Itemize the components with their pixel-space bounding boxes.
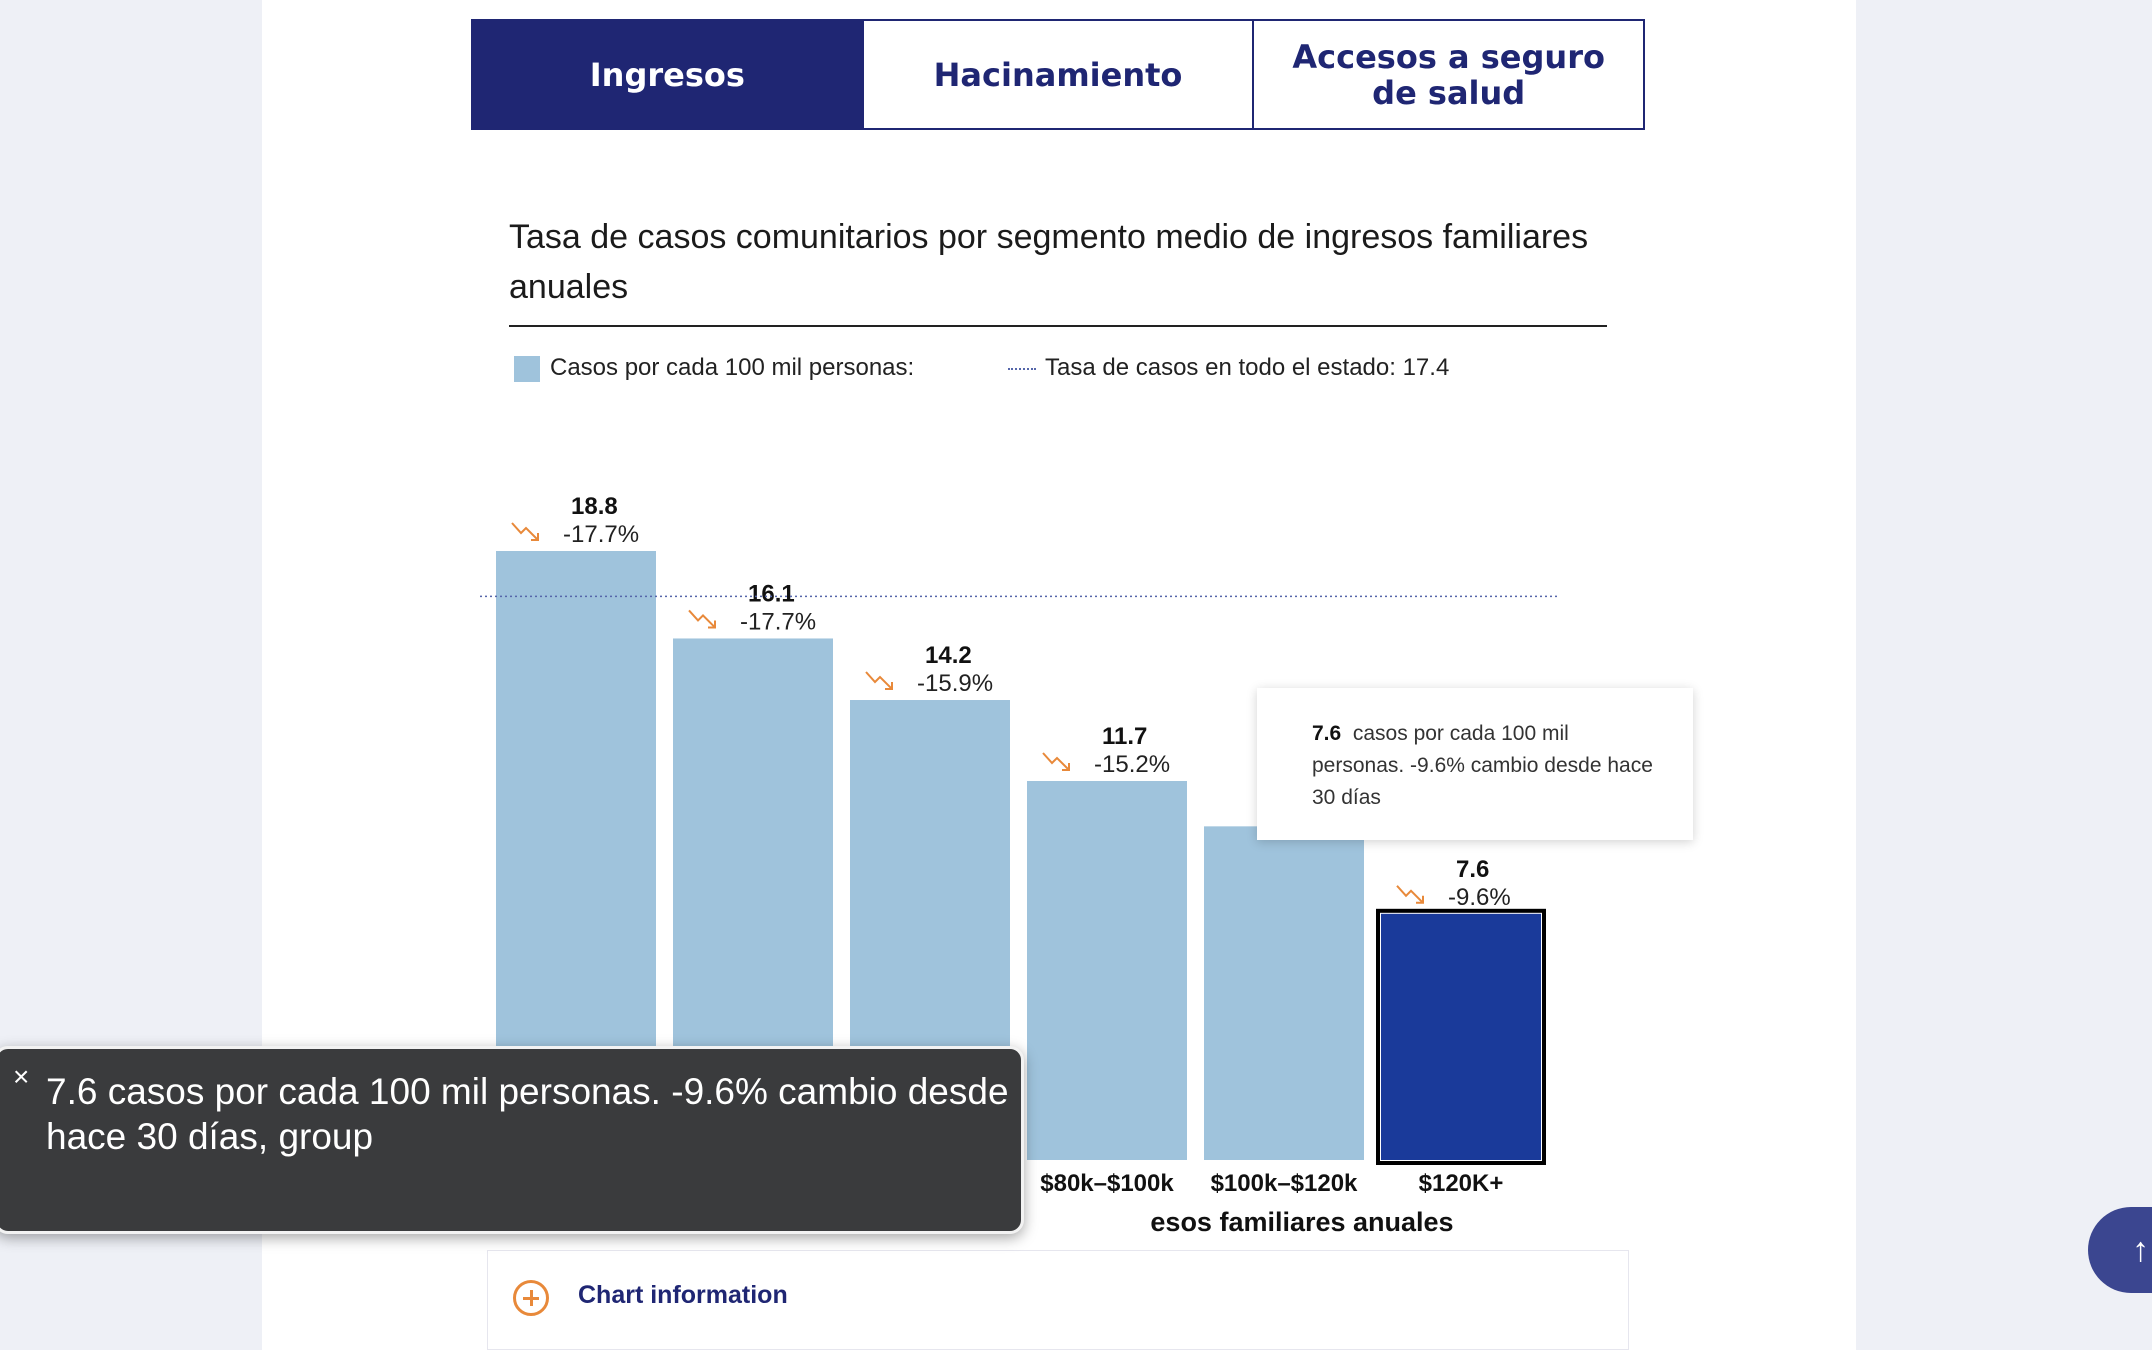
trend-down-icon-3	[1042, 752, 1070, 771]
legend-line-label: Tasa de casos en todo el estado: 17.4	[1045, 354, 1450, 381]
chart-tooltip: 7.6 casos por cada 100 mil personas. -9.…	[1257, 688, 1693, 840]
tab-ingresos[interactable]: Ingresos	[471, 19, 864, 130]
close-icon[interactable]: ×	[13, 1061, 30, 1092]
announcement-text: 7.6 casos por cada 100 mil personas. -9.…	[46, 1071, 1009, 1157]
bar-value-label-2: 14.2	[925, 642, 972, 669]
x-axis-title: esos familiares anuales	[1150, 1207, 1453, 1237]
bar-5[interactable]	[1381, 913, 1541, 1160]
trend-down-icon-1	[688, 609, 716, 629]
bar-3[interactable]	[1027, 780, 1187, 1160]
accessibility-announcement: × 7.6 casos por cada 100 mil personas. -…	[0, 1046, 1024, 1234]
arrow-up-icon: ↑	[2132, 1231, 2149, 1269]
trend-down-icon-5	[1396, 885, 1424, 904]
title-divider	[509, 325, 1607, 327]
trend-down-icon-0	[511, 522, 539, 541]
chart-information-label: Chart information	[578, 1281, 788, 1309]
bar-change-label-3: -15.2%	[1094, 751, 1170, 778]
scroll-to-top-button[interactable]: ↑	[2088, 1207, 2152, 1293]
tab-hacinamiento[interactable]: Hacinamiento	[863, 19, 1255, 130]
bar-4[interactable]	[1204, 826, 1364, 1160]
tooltip-value: 7.6	[1312, 722, 1342, 745]
chart-information-toggle[interactable]: Chart information	[487, 1250, 1629, 1350]
bar-change-label-0: -17.7%	[563, 521, 639, 548]
legend-line-swatch	[1008, 368, 1036, 370]
x-tick-label-4: $100k–$120k	[1211, 1170, 1358, 1197]
bar-change-label-5: -9.6%	[1448, 884, 1511, 911]
bar-value-label-1: 16.1	[748, 580, 795, 607]
bar-change-label-1: -17.7%	[740, 608, 816, 635]
bar-value-label-0: 18.8	[571, 493, 618, 520]
tab-bar: Ingresos Hacinamiento Accesos a seguro d…	[471, 19, 1646, 130]
tab-seguro-salud[interactable]: Accesos a seguro de salud	[1254, 19, 1646, 130]
tooltip-text: casos por cada 100 mil personas. -9.6% c…	[1312, 722, 1653, 809]
legend-bar-swatch	[514, 356, 540, 382]
x-tick-label-5: $120K+	[1419, 1170, 1504, 1197]
chart-title: Tasa de casos comunitarios por segmento …	[509, 218, 1589, 306]
plus-circle-icon	[513, 1280, 549, 1316]
bar-selected-outline	[1376, 908, 1546, 1166]
x-tick-label-3: $80k–$100k	[1040, 1170, 1174, 1197]
bar-value-label-3: 11.7	[1102, 723, 1147, 750]
trend-down-icon-2	[865, 671, 893, 691]
bar-value-label-5: 7.6	[1456, 856, 1489, 883]
bar-change-label-2: -15.9%	[917, 670, 993, 697]
legend-bar-label: Casos por cada 100 mil personas:	[550, 354, 915, 381]
